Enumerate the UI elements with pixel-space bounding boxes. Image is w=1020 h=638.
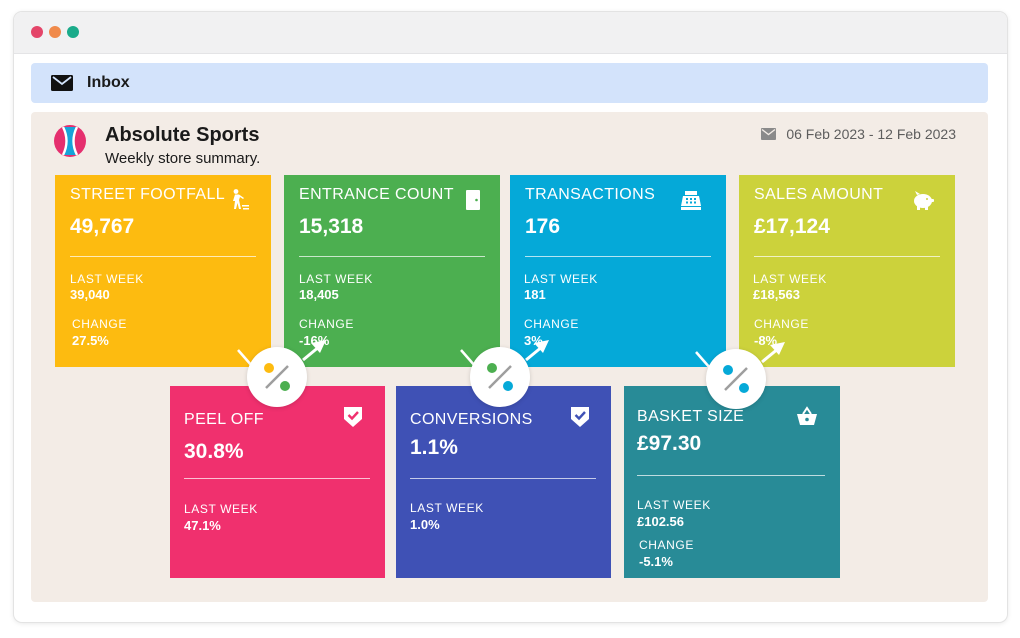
last-week-label: LAST WEEK	[637, 498, 711, 512]
last-week-value: 18,405	[299, 287, 339, 302]
change-label: CHANGE	[524, 317, 579, 331]
tile-value: 49,767	[70, 215, 135, 238]
brand-title: Absolute Sports	[105, 124, 260, 146]
last-week-label: LAST WEEK	[299, 272, 373, 286]
last-week-label: LAST WEEK	[410, 501, 484, 515]
minimize-window-button[interactable]	[49, 26, 61, 38]
close-window-button[interactable]	[31, 26, 43, 38]
tennis-ball-logo-icon	[54, 125, 86, 157]
last-week-value: £102.56	[637, 514, 684, 529]
brand-subtitle: Weekly store summary.	[105, 150, 261, 167]
inbox-label: Inbox	[87, 74, 130, 91]
envelope-icon	[761, 128, 777, 140]
tile-entrance-count: ENTRANCE COUNT 15,318 LAST WEEK 18,405 C…	[284, 175, 500, 367]
tile-value: 1.1%	[410, 436, 458, 459]
tile-value: 15,318	[299, 215, 364, 238]
date-range-text: 06 Feb 2023 - 12 Feb 2023	[786, 126, 956, 142]
shield-check-icon	[571, 407, 589, 427]
tile-label: ENTRANCE COUNT	[299, 186, 454, 203]
last-week-label: LAST WEEK	[524, 272, 598, 286]
last-week-value: 39,040	[70, 287, 110, 302]
tile-value: £97.30	[637, 432, 702, 455]
mail-icon	[51, 75, 73, 91]
tile-value: 30.8%	[184, 440, 244, 463]
tile-label: PEEL OFF	[184, 411, 264, 428]
tile-transactions: TRANSACTIONS 176 LAST WEEK 181 CHANGE 3%	[510, 175, 726, 367]
tile-label: CONVERSIONS	[410, 411, 533, 428]
change-value: -5.1%	[639, 554, 673, 569]
divider	[754, 256, 940, 257]
last-week-label: LAST WEEK	[184, 502, 258, 516]
divider	[410, 478, 596, 479]
change-label: CHANGE	[754, 317, 809, 331]
maximize-window-button[interactable]	[67, 26, 79, 38]
percent-badge-basket-size	[706, 349, 766, 409]
pedestrian-icon	[233, 189, 249, 210]
last-week-label: LAST WEEK	[70, 272, 144, 286]
tile-conversions: CONVERSIONS 1.1% LAST WEEK 1.0%	[396, 386, 611, 578]
date-range: 06 Feb 2023 - 12 Feb 2023	[761, 126, 956, 142]
tile-label: TRANSACTIONS	[525, 186, 656, 203]
tile-basket-size: BASKET SIZE £97.30 LAST WEEK £102.56 CHA…	[624, 386, 840, 578]
divider	[299, 256, 485, 257]
last-week-value: £18,563	[753, 287, 800, 302]
divider	[525, 256, 711, 257]
last-week-value: 181	[524, 287, 546, 302]
divider	[70, 256, 256, 257]
percent-badge-peel-off	[247, 347, 307, 407]
tile-sales-amount: SALES AMOUNT £17,124 LAST WEEK £18,563 C…	[739, 175, 955, 367]
door-icon	[466, 190, 480, 210]
basket-icon	[797, 406, 817, 425]
divider	[637, 475, 825, 476]
inbox-bar[interactable]: Inbox	[31, 63, 988, 103]
percent-icon	[264, 363, 290, 391]
title-bar	[14, 12, 1007, 54]
last-week-value: 47.1%	[184, 518, 221, 533]
percent-icon	[487, 363, 513, 391]
tile-street-footfall: STREET FOOTFALL 49,767 LAST WEEK 39,040 …	[55, 175, 271, 367]
change-value: 27.5%	[72, 333, 109, 348]
shield-check-icon	[344, 407, 362, 427]
change-value: -8%	[754, 333, 778, 348]
tile-value: £17,124	[754, 215, 830, 238]
divider	[184, 478, 370, 479]
tile-peel-off: PEEL OFF 30.8% LAST WEEK 47.1%	[170, 386, 385, 578]
change-label: CHANGE	[299, 317, 354, 331]
change-label: CHANGE	[72, 317, 127, 331]
tile-label: SALES AMOUNT	[754, 186, 884, 203]
tile-label: BASKET SIZE	[637, 408, 745, 425]
percent-icon	[723, 365, 749, 393]
tile-label: STREET FOOTFALL	[70, 186, 226, 203]
change-label: CHANGE	[639, 538, 694, 552]
last-week-label: LAST WEEK	[753, 272, 827, 286]
last-week-value: 1.0%	[410, 517, 440, 532]
tile-value: 176	[525, 215, 561, 238]
piggy-bank-icon	[914, 191, 934, 210]
cash-register-icon	[681, 191, 701, 210]
percent-badge-conversions	[470, 347, 530, 407]
